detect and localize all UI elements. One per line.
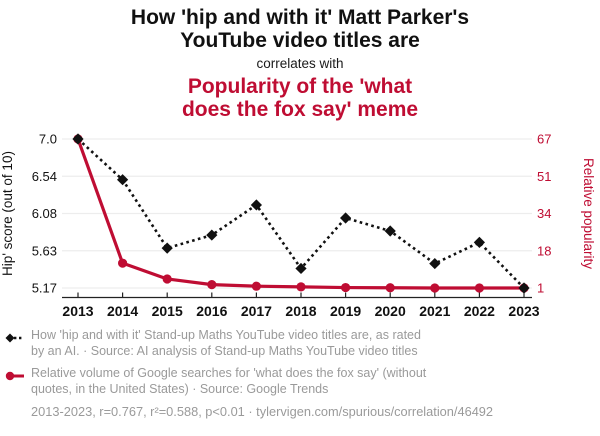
- fox-series-point: [341, 282, 351, 293]
- hip-series-point: [72, 133, 84, 145]
- right-tick-label: 51: [537, 169, 551, 184]
- x-tick-label: 2015: [152, 303, 183, 319]
- left-tick-label: 7.0: [39, 132, 57, 147]
- x-tick-label: 2016: [196, 303, 227, 319]
- fox-series-legend-marker: [5, 371, 24, 381]
- left-tick-label: 6.08: [32, 206, 57, 221]
- hip-series-point: [250, 199, 262, 211]
- x-tick-label: 2020: [375, 303, 406, 319]
- title-connector: correlates with: [256, 56, 344, 71]
- chart-header: How 'hip and with it' Matt Parker's YouT…: [0, 6, 600, 121]
- stats-footer: 2013-2023, r=0.767, r²=0.588, p<0.01 · t…: [31, 404, 494, 419]
- fox-series-point: [251, 281, 261, 291]
- legend-label-hip-score: How 'hip and with it' Stand-up Maths You…: [31, 328, 421, 358]
- x-tick-label: 2019: [330, 303, 361, 319]
- hip-series-point: [206, 229, 218, 241]
- x-tick-label: 2021: [419, 303, 450, 319]
- x-tick-label: 2023: [508, 303, 539, 319]
- legend-item-hip-score: How 'hip and with it' Stand-up Maths You…: [4, 328, 596, 359]
- x-tick-label: 2013: [62, 303, 93, 319]
- right-tick-label: 18: [537, 243, 551, 258]
- x-tick-label: 2017: [241, 303, 272, 319]
- fox-series-point: [474, 283, 484, 293]
- title-primary: How 'hip and with it' Matt Parker's YouT…: [130, 6, 470, 52]
- chart-legend: How 'hip and with it' Stand-up Maths You…: [4, 328, 596, 420]
- fox-series-point: [207, 280, 217, 290]
- hip-series-point: [117, 174, 129, 186]
- legend-item-fox-say: Relative volume of Google searches for '…: [4, 366, 596, 397]
- legend-label-fox-say: Relative volume of Google searches for '…: [31, 366, 427, 396]
- right-tick-label: 67: [537, 132, 551, 147]
- x-tick-label: 2022: [464, 303, 495, 319]
- fox-series-point: [118, 258, 128, 268]
- right-tick-label: 34: [537, 206, 551, 221]
- hip-series-point: [518, 282, 530, 294]
- left-tick-label: 5.17: [32, 281, 57, 296]
- title-secondary: Popularity of the 'what does the fox say…: [181, 75, 419, 121]
- hip-series-point: [384, 225, 396, 237]
- left-tick-label: 6.54: [32, 169, 57, 184]
- hip-series-point: [429, 257, 441, 270]
- fox-series-point: [430, 283, 440, 293]
- left-tick-label: 5.63: [32, 243, 57, 258]
- fox-series-point: [162, 274, 172, 284]
- right-axis-title: Relative popularity: [581, 158, 596, 269]
- hip-series-point: [340, 212, 352, 224]
- hip-series-point: [161, 242, 173, 254]
- left-axis-title: Hip' score (out of 10): [0, 151, 15, 276]
- x-tick-label: 2014: [107, 303, 138, 319]
- hip-series-point: [473, 236, 485, 249]
- right-tick-label: 1: [537, 281, 544, 296]
- fox-series-point: [296, 282, 306, 292]
- chart-svg: 7.0 67 6.54 51 6.08 34 5.63 18 5.17 1 2013 2014 2015…: [0, 132, 596, 320]
- fox-series-point: [385, 283, 395, 293]
- x-tick-label: 2018: [285, 303, 316, 319]
- hip-series-legend-marker: [5, 333, 24, 343]
